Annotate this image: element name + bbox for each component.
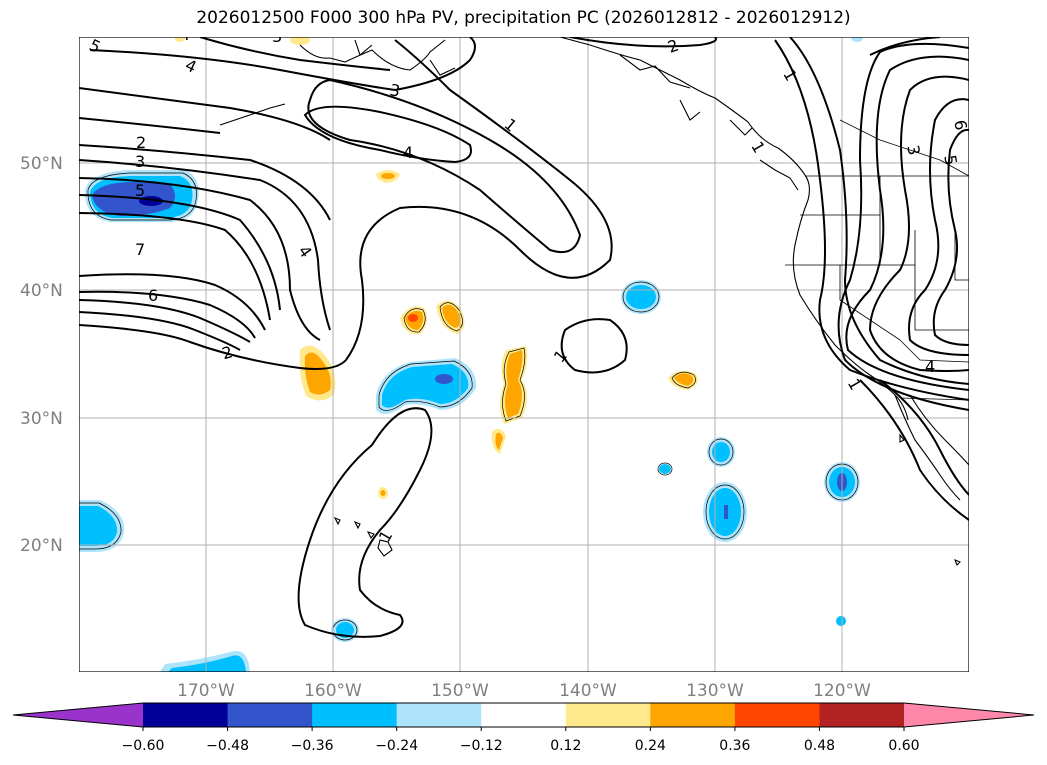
longitude-labels: 170°W 160°W 150°W 140°W 130°W 120°W bbox=[177, 681, 871, 701]
precip-negative-area bbox=[626, 285, 656, 309]
contour-label: 3 bbox=[388, 80, 401, 100]
contour-label: 4 bbox=[403, 143, 413, 162]
colorbar-swatch bbox=[396, 703, 482, 727]
precip-negative-area bbox=[851, 37, 863, 42]
contour-label: 2 bbox=[136, 133, 146, 152]
colorbar-swatch bbox=[312, 703, 398, 727]
contour-label: 3 bbox=[135, 152, 145, 171]
precip-negative-area bbox=[79, 506, 118, 546]
colorbar-swatch bbox=[143, 703, 229, 727]
colorbar-tick-label: −0.24 bbox=[375, 738, 418, 754]
coastlines bbox=[219, 37, 969, 566]
lon-label: 130°W bbox=[686, 681, 744, 701]
lon-label: 120°W bbox=[813, 681, 871, 701]
precip-positive-core bbox=[408, 314, 418, 322]
precip-negative-area bbox=[659, 464, 671, 474]
lon-label: 160°W bbox=[304, 681, 362, 701]
precip-negative-area bbox=[336, 622, 354, 638]
lat-label: 50°N bbox=[20, 154, 63, 174]
colorbar-swatch bbox=[650, 703, 736, 727]
lon-label: 170°W bbox=[177, 681, 235, 701]
precip-positive-area bbox=[175, 37, 185, 42]
pv-contours bbox=[79, 37, 969, 638]
lon-label: 150°W bbox=[431, 681, 489, 701]
colorbar-extend-low bbox=[13, 703, 143, 727]
colorbar-swatch bbox=[481, 703, 567, 727]
precip-negative-area bbox=[168, 655, 246, 672]
lat-label: 40°N bbox=[20, 281, 63, 301]
precip-positive-area bbox=[505, 350, 523, 418]
precip-negative-core bbox=[435, 374, 453, 384]
precip-negative-area bbox=[712, 442, 730, 462]
borders bbox=[785, 119, 969, 401]
contour-label: 7 bbox=[135, 240, 145, 259]
map-title: 2026012500 F000 300 hPa PV, precipitatio… bbox=[196, 8, 851, 28]
map-panel: 5 4 3 2 3 1 4 3 5 7 6 4 2 1 1 2 1 3 5 6 … bbox=[79, 25, 970, 672]
colorbar-tick-label: 0.24 bbox=[635, 738, 666, 754]
contour-label: 6 bbox=[148, 286, 158, 305]
precip-positive-area bbox=[495, 432, 503, 450]
colorbar-tick-label: −0.48 bbox=[206, 738, 249, 754]
colorbar-tick-label: −0.60 bbox=[122, 738, 165, 754]
lat-label: 20°N bbox=[20, 536, 63, 556]
latitude-labels: 50°N 40°N 30°N 20°N bbox=[20, 154, 63, 556]
precip-positive-area bbox=[290, 37, 310, 45]
colorbar-tick-label: 0.36 bbox=[719, 738, 750, 754]
colorbar-tick-label: −0.12 bbox=[460, 738, 503, 754]
contour-label: 4 bbox=[180, 25, 190, 44]
lat-label: 30°N bbox=[20, 409, 63, 429]
lon-label: 140°W bbox=[559, 681, 617, 701]
precip-positive-area bbox=[381, 173, 395, 179]
contour-label: 2 bbox=[220, 342, 235, 363]
contour-label: 5 bbox=[135, 181, 145, 200]
precip-positive-area bbox=[674, 373, 694, 386]
contour-label: 6 bbox=[950, 118, 970, 131]
colorbar-swatch bbox=[565, 703, 651, 727]
colorbar-tick-label: 0.60 bbox=[888, 738, 919, 754]
colorbar-tick-label: −0.36 bbox=[291, 738, 334, 754]
contour-label: 3 bbox=[903, 143, 923, 156]
colorbar-tick-label: 0.12 bbox=[550, 738, 581, 754]
colorbar-extend-high bbox=[904, 703, 1034, 727]
colorbar-swatch bbox=[819, 703, 905, 727]
contour-label: 3 bbox=[272, 27, 282, 46]
precip-negative-core bbox=[724, 505, 728, 519]
precip-negative-area bbox=[836, 616, 846, 626]
precip-negative-area bbox=[92, 182, 175, 216]
colorbar: −0.60 −0.48 −0.36 −0.24 −0.12 0.12 0.24 0.36 0.4… bbox=[12, 702, 1035, 754]
precip-positive-area bbox=[380, 490, 386, 496]
colorbar-tick-label: 0.48 bbox=[804, 738, 835, 754]
colorbar-swatch bbox=[734, 703, 820, 727]
precip-positive-area bbox=[304, 352, 331, 395]
precip-shading bbox=[79, 37, 863, 672]
precip-positive-area bbox=[442, 304, 461, 328]
colorbar-swatch bbox=[227, 703, 313, 727]
contour-label: 4 bbox=[925, 357, 935, 376]
